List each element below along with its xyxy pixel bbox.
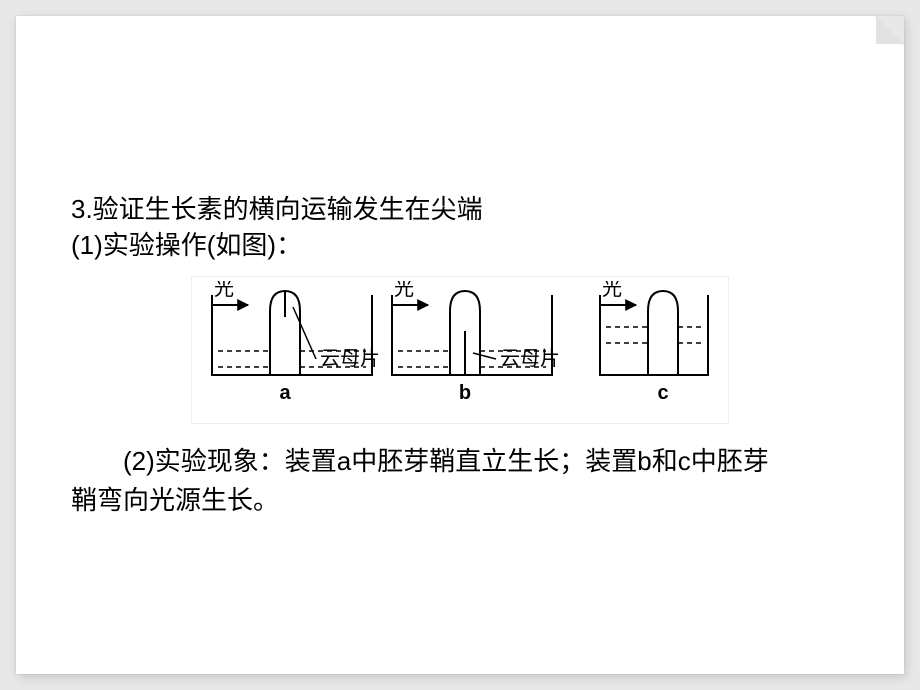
panel-caption: a — [279, 382, 291, 404]
panel-caption: b — [459, 382, 471, 404]
experiment-diagram: 光云母片a光云母片b光c — [200, 281, 720, 421]
mica-label: 云母片 — [500, 347, 560, 370]
result-text: (2)实验现象：装置a中胚芽鞘直立生长；装置b和c中胚芽 — [71, 442, 849, 481]
panel-b: 光云母片 b — [392, 281, 560, 404]
result-text-a: 装置a中胚芽鞘直立生长；装置b和c中胚芽 — [285, 446, 769, 476]
light-label: 光 — [394, 281, 414, 300]
diagram-wrap: 光云母片a光云母片b光c — [71, 276, 849, 424]
slide-content: 3.验证生长素的横向运输发生在尖端 (1)实验操作(如图)： 光云母片a光云母片… — [16, 16, 904, 520]
result-label: (2)实验现象： — [123, 446, 285, 476]
light-label: 光 — [602, 281, 622, 300]
panel-c: 光c — [600, 281, 708, 404]
slide: 3.验证生长素的横向运输发生在尖端 (1)实验操作(如图)： 光云母片a光云母片… — [16, 16, 904, 674]
light-label: 光 — [214, 281, 234, 300]
corner-fold — [874, 16, 904, 46]
result-text-b: 鞘弯向光源生长。 — [71, 481, 849, 520]
mica-label: 云母片 — [320, 347, 380, 370]
operation-label: (1)实验操作(如图)： — [71, 227, 849, 263]
diagram-container: 光云母片a光云母片b光c — [191, 276, 729, 424]
panel-caption: c — [657, 382, 668, 404]
section-title: 3.验证生长素的横向运输发生在尖端 — [71, 191, 849, 227]
panel-a: 光云母片 a — [212, 281, 380, 404]
